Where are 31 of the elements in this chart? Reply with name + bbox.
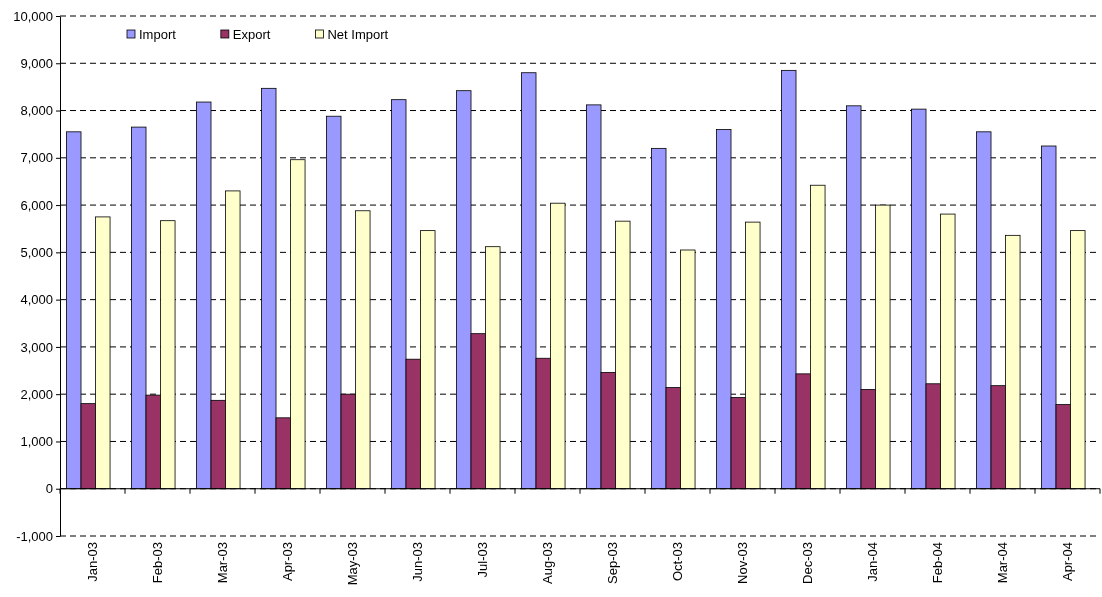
x-tick-label: Mar-04 — [994, 542, 1010, 584]
legend-label: Export — [232, 26, 271, 42]
x-tick-label: Mar-03 — [214, 542, 230, 584]
y-tick-label: 9,000 — [20, 55, 53, 71]
legend-label: Net Import — [327, 26, 389, 42]
x-tick-label: Feb-03 — [149, 542, 165, 584]
y-tick-label: 4,000 — [20, 292, 53, 308]
y-tick-label: 5,000 — [20, 245, 53, 261]
y-tick-label: 2,000 — [20, 386, 53, 402]
x-tick-label: May-03 — [344, 542, 360, 586]
legend-label: Import — [139, 26, 177, 42]
x-tick-label: Jun-03 — [409, 542, 425, 582]
y-tick-label: 10,000 — [13, 8, 53, 24]
y-tick-label: 0 — [45, 481, 53, 497]
x-tick-label: Aug-03 — [539, 542, 555, 584]
x-tick-label: Nov-03 — [734, 542, 750, 584]
x-tick-label: Dec-03 — [799, 542, 815, 584]
y-tick-label: 1,000 — [20, 434, 53, 450]
x-tick-label: Apr-04 — [1059, 542, 1075, 582]
x-tick-label: Jan-03 — [84, 542, 100, 582]
y-tick-label: -1,000 — [16, 528, 53, 544]
y-tick-label: 3,000 — [20, 339, 53, 355]
x-tick-label: Feb-04 — [929, 542, 945, 584]
y-tick-label: 8,000 — [20, 103, 53, 119]
y-tick-label: 7,000 — [20, 150, 53, 166]
x-tick-label: Apr-03 — [279, 542, 295, 582]
x-tick-label: Jan-04 — [864, 542, 880, 582]
y-tick-label: 6,000 — [20, 197, 53, 213]
x-tick-label: Oct-03 — [669, 542, 685, 582]
x-tick-label: Jul-03 — [474, 542, 490, 578]
x-tick-label: Sep-03 — [604, 542, 620, 584]
